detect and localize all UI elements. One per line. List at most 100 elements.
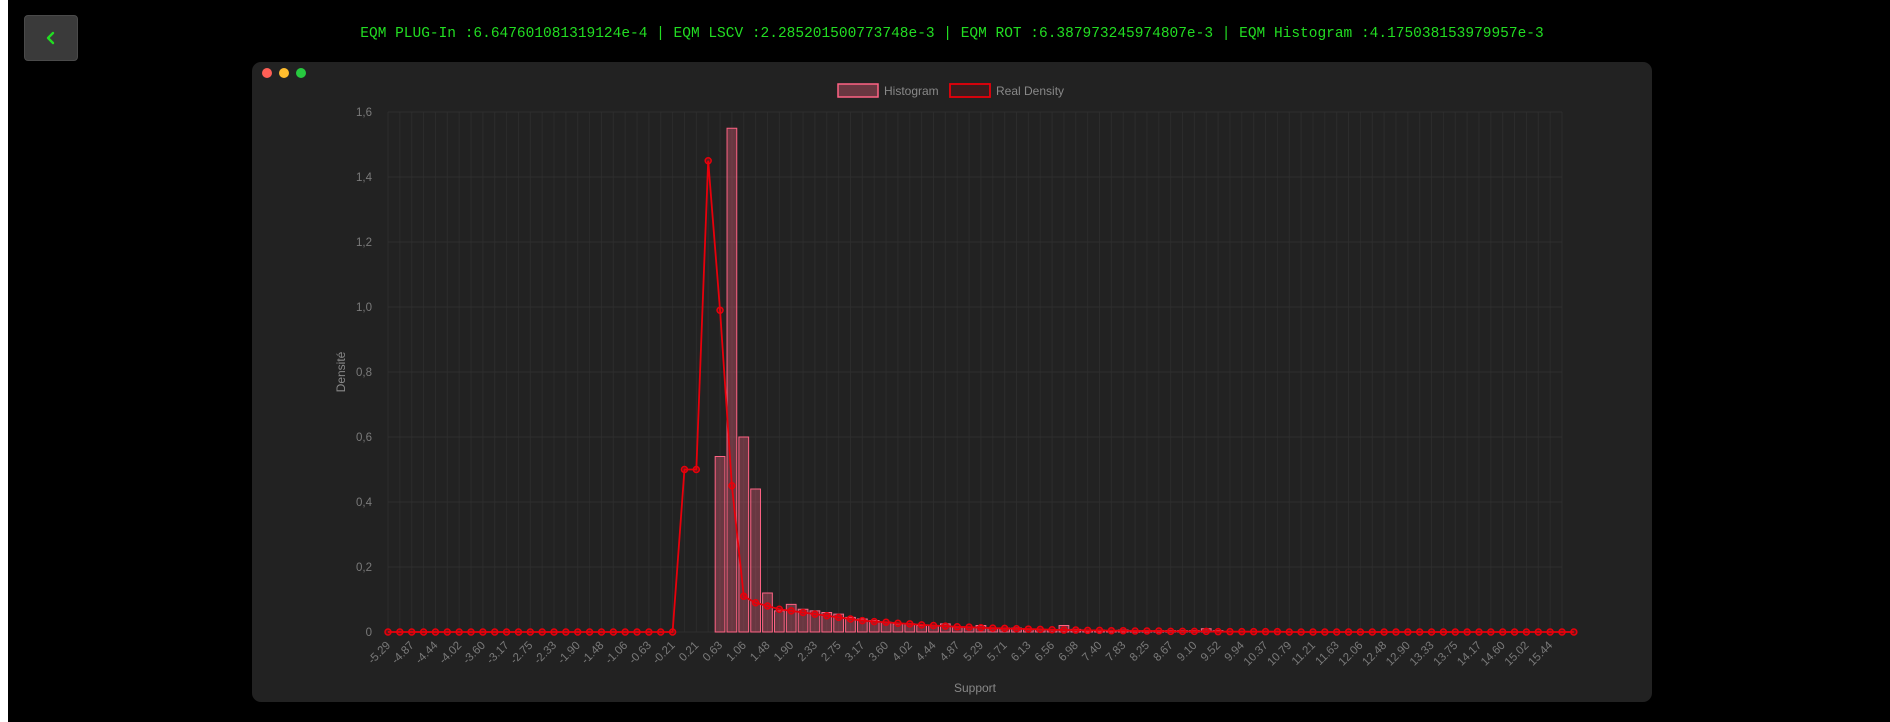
real-density-point xyxy=(1404,628,1412,636)
real-density-point xyxy=(1498,628,1507,636)
x-tick-label: 4.87 xyxy=(938,640,962,664)
real-density-point xyxy=(633,628,641,636)
x-tick-label: 7.40 xyxy=(1080,640,1104,664)
real-density-point xyxy=(621,628,629,636)
real-density-point xyxy=(1546,628,1554,636)
window-controls xyxy=(262,68,306,78)
real-density-point xyxy=(538,628,546,636)
x-tick-label: 5.29 xyxy=(962,640,986,664)
real-density-point xyxy=(834,613,843,622)
x-tick-label: 0.21 xyxy=(677,640,701,664)
x-tick-label: 1.48 xyxy=(748,640,772,664)
real-density-point xyxy=(965,623,973,631)
real-density-point xyxy=(431,628,440,636)
x-tick-label: 8.25 xyxy=(1128,640,1152,664)
real-density-point xyxy=(396,628,404,636)
real-density-point xyxy=(1060,626,1068,634)
real-density-point xyxy=(882,618,890,626)
real-density-point xyxy=(917,621,926,629)
x-tick-label: -3.60 xyxy=(461,640,488,667)
real-density-point xyxy=(514,628,523,636)
real-density-point xyxy=(407,628,416,636)
chevron-left-icon xyxy=(44,31,58,45)
real-density-point xyxy=(1487,628,1495,636)
real-density-point xyxy=(941,622,950,630)
y-axis-title: Densité xyxy=(334,351,348,392)
x-tick-label: 14.17 xyxy=(1455,640,1484,669)
real-density-point xyxy=(490,628,499,636)
back-button[interactable] xyxy=(24,15,78,61)
histogram-bar xyxy=(762,592,773,633)
real-density-point xyxy=(728,482,736,490)
real-density-point xyxy=(502,628,511,636)
real-density-point xyxy=(419,628,428,636)
x-tick-label: 7.83 xyxy=(1104,640,1128,664)
real-density-point xyxy=(656,628,665,636)
x-tick-label: -0.63 xyxy=(627,640,654,667)
density-chart: 0 0,2 0,4 0,6 0,8 1,0 1,2 1,4 1,6 -5.29-4.87-4.44… xyxy=(334,83,1578,695)
real-density-point xyxy=(1143,627,1151,635)
real-density-line xyxy=(388,160,1574,633)
real-density-point xyxy=(1226,627,1234,636)
x-tick-label: 3.60 xyxy=(867,640,891,664)
real-density-point xyxy=(585,628,594,636)
window-maximize-dot[interactable] xyxy=(296,68,306,78)
histogram-bar xyxy=(773,610,785,633)
real-density-point xyxy=(870,617,878,626)
x-tick-label: 10.37 xyxy=(1242,640,1271,669)
chart-legend: Histogram Real Density xyxy=(837,83,1064,98)
histogram-bar xyxy=(785,603,797,633)
real-density-point xyxy=(1273,627,1282,636)
real-density-point xyxy=(467,628,475,636)
x-tick-label: 15.44 xyxy=(1526,639,1555,668)
real-density-point xyxy=(1392,628,1400,636)
real-density-point xyxy=(692,465,701,474)
x-tick-label: 13.33 xyxy=(1408,640,1437,669)
real-density-point xyxy=(609,628,618,636)
real-density-point xyxy=(1285,628,1294,636)
real-density-point xyxy=(1510,628,1519,636)
chart-window: 0 0,2 0,4 0,6 0,8 1,0 1,2 1,4 1,6 -5.29 -4.87 -4.44… xyxy=(252,62,1652,702)
real-density-point xyxy=(858,616,867,625)
real-density-point xyxy=(526,628,535,636)
real-density-point xyxy=(1439,628,1448,636)
histogram-bar xyxy=(738,436,750,633)
x-tick-label: 4.44 xyxy=(914,639,939,664)
real-density-point xyxy=(929,621,938,630)
real-density-point xyxy=(1190,627,1199,636)
real-density-point xyxy=(716,306,724,314)
real-density-point xyxy=(1427,628,1436,636)
real-density-point xyxy=(573,628,582,636)
real-density-point xyxy=(823,612,831,620)
real-density-point xyxy=(680,465,689,474)
y-tick-label: 1,6 xyxy=(356,107,372,119)
x-tick-label: -4.44 xyxy=(414,639,441,666)
x-tick-label: 12.48 xyxy=(1360,640,1389,669)
real-density-point xyxy=(751,599,760,607)
histogram-bar xyxy=(845,616,856,633)
real-density-point xyxy=(1356,628,1365,636)
real-density-point xyxy=(645,628,653,636)
x-tick-label: 9.10 xyxy=(1175,640,1199,664)
real-density-point xyxy=(562,628,570,636)
y-tick-label: 1,4 xyxy=(356,172,373,184)
y-tick-label: 0,4 xyxy=(356,497,373,509)
x-tick-label: 9.52 xyxy=(1199,640,1223,664)
real-density-point xyxy=(1155,627,1163,635)
error-metrics-line: EQM PLUG-In :6.647601081319124e-4 | EQM … xyxy=(360,26,1544,42)
x-tick-label: 2.33 xyxy=(796,640,820,664)
window-close-dot[interactable] xyxy=(262,68,272,78)
real-density-point xyxy=(1202,627,1210,636)
real-density-point xyxy=(479,628,487,636)
real-density-point xyxy=(787,607,795,615)
real-density-points xyxy=(384,157,1578,636)
y-tick-label: 0,6 xyxy=(356,432,372,444)
x-tick-label: 3.17 xyxy=(843,640,867,664)
x-tick-label: 13.75 xyxy=(1432,640,1461,669)
window-minimize-dot[interactable] xyxy=(279,68,289,78)
x-tick-label: 11.21 xyxy=(1290,640,1318,668)
real-density-point xyxy=(1214,627,1222,636)
real-density-point xyxy=(894,619,902,627)
x-tick-label: 2.75 xyxy=(819,640,843,664)
x-tick-label: 6.98 xyxy=(1057,640,1081,664)
